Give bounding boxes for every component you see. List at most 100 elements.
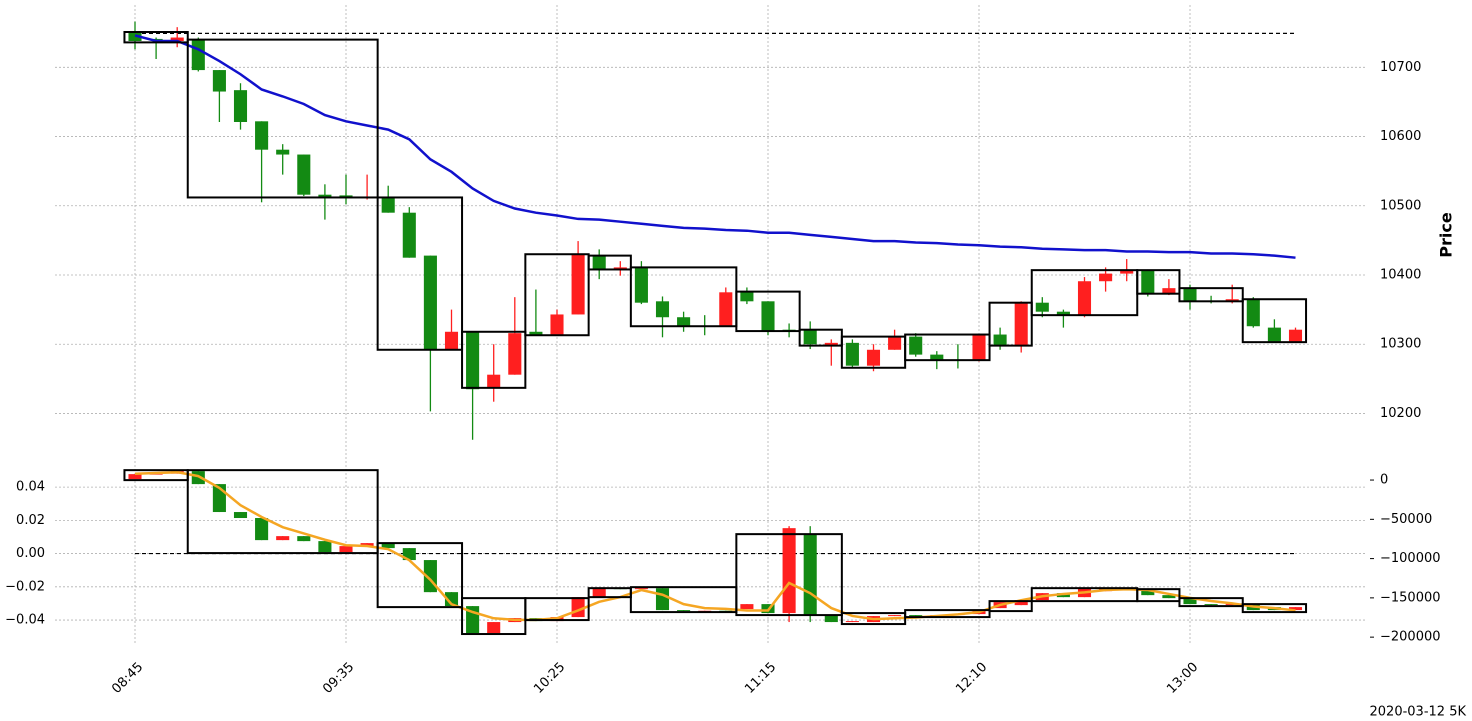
candle-body [297, 154, 311, 195]
candle-body [1035, 302, 1049, 312]
candle-body [782, 528, 796, 614]
candle-body [1162, 595, 1176, 599]
candle-body [930, 354, 944, 360]
candle-body [128, 474, 142, 480]
candle-body [233, 512, 248, 519]
candle-body [592, 255, 606, 270]
y2-tick-label: 0 [1380, 473, 1388, 488]
y-tick-label: 10200 [1380, 406, 1421, 421]
zone-box [988, 600, 1033, 613]
zone-box [988, 301, 1033, 347]
candle-body [845, 342, 859, 366]
zone-box [186, 38, 379, 199]
candle-body [487, 374, 501, 388]
candle-body [1141, 590, 1155, 596]
candle-body [592, 588, 606, 598]
zone-box [376, 542, 464, 609]
zone-box [840, 612, 907, 626]
candle-body [1141, 270, 1155, 294]
candle-body [1014, 302, 1028, 346]
y-tick-label: −0.04 [5, 613, 45, 628]
y-tick-label: 10600 [1380, 129, 1421, 144]
candle-body [719, 292, 733, 327]
candle-body [297, 536, 311, 542]
x-tick-label: 09:35 [320, 660, 357, 697]
x-tick-label: 11:15 [742, 660, 779, 697]
y-tick-label: −0.02 [5, 579, 45, 594]
zone-box [1178, 287, 1244, 303]
candle-body [803, 329, 817, 345]
y2-tick-label: −200000 [1380, 630, 1441, 645]
x-tick-label: 13:00 [1164, 660, 1201, 697]
candle-body [444, 331, 459, 350]
candle-body [402, 212, 416, 258]
footnote: 2020-03-12 5K [1370, 705, 1467, 720]
candle-body [212, 70, 226, 92]
candle-body [993, 334, 1007, 346]
candle-body [381, 543, 395, 549]
candle-body [972, 334, 986, 360]
candle-body [1056, 311, 1070, 316]
candle-body [255, 518, 269, 541]
zone-box [186, 469, 379, 555]
zone-box [376, 196, 464, 351]
y-tick-label: 0.04 [16, 480, 45, 495]
candle-body [888, 336, 902, 350]
candle-body [466, 331, 480, 390]
candle-body [909, 336, 923, 355]
candle-body [529, 331, 543, 335]
y2-tick-label: −100000 [1380, 551, 1441, 566]
candle-body [360, 543, 374, 547]
y2-tick-label: −150000 [1380, 590, 1441, 605]
candle-body [909, 615, 923, 617]
candle-body [677, 610, 691, 612]
zone-box [904, 609, 991, 619]
y-tick-label: 10700 [1380, 60, 1421, 75]
candle-body [128, 32, 142, 41]
candle-body [318, 541, 332, 553]
candle-body [1204, 604, 1218, 606]
candle-body [1225, 299, 1239, 302]
zone-box [461, 330, 527, 389]
candle-body [170, 37, 184, 41]
candle-body [1267, 327, 1281, 342]
y-tick-label: 0.00 [16, 546, 45, 561]
y-tick-label: 10400 [1380, 268, 1421, 283]
candle-body [1183, 598, 1197, 605]
candle-body [487, 622, 501, 634]
candle-body [1162, 288, 1176, 294]
candle-body [571, 254, 585, 315]
zone-box [1178, 597, 1244, 608]
zone-box [1136, 269, 1181, 295]
zone-box [524, 253, 590, 337]
y2-tick-label: −50000 [1380, 512, 1432, 527]
candle-body [381, 197, 395, 213]
candle-body [276, 536, 290, 541]
candle-body [866, 349, 881, 366]
line [134, 470, 1296, 622]
candle-body [803, 534, 817, 616]
zone-box [735, 533, 843, 617]
zone-box [123, 31, 189, 44]
candle-body [508, 333, 522, 375]
candle-body [677, 317, 691, 326]
candle-body [550, 314, 564, 335]
candle-body [824, 615, 838, 623]
candle-body [824, 342, 838, 346]
candle-body [318, 194, 332, 198]
y-tick-label: 10500 [1380, 198, 1421, 213]
line [134, 34, 1296, 259]
candle-body [233, 90, 248, 122]
candle-body [1014, 600, 1028, 606]
candle-body [402, 548, 416, 561]
candle-body [1288, 607, 1303, 611]
candle-body [613, 267, 627, 270]
candle-body [845, 621, 859, 623]
zone-box [524, 597, 590, 622]
y-tick-label: 10300 [1380, 337, 1421, 352]
candle-body [571, 597, 585, 618]
candle-body [740, 291, 754, 302]
candle-body [634, 267, 648, 303]
candle-body [1120, 270, 1134, 274]
